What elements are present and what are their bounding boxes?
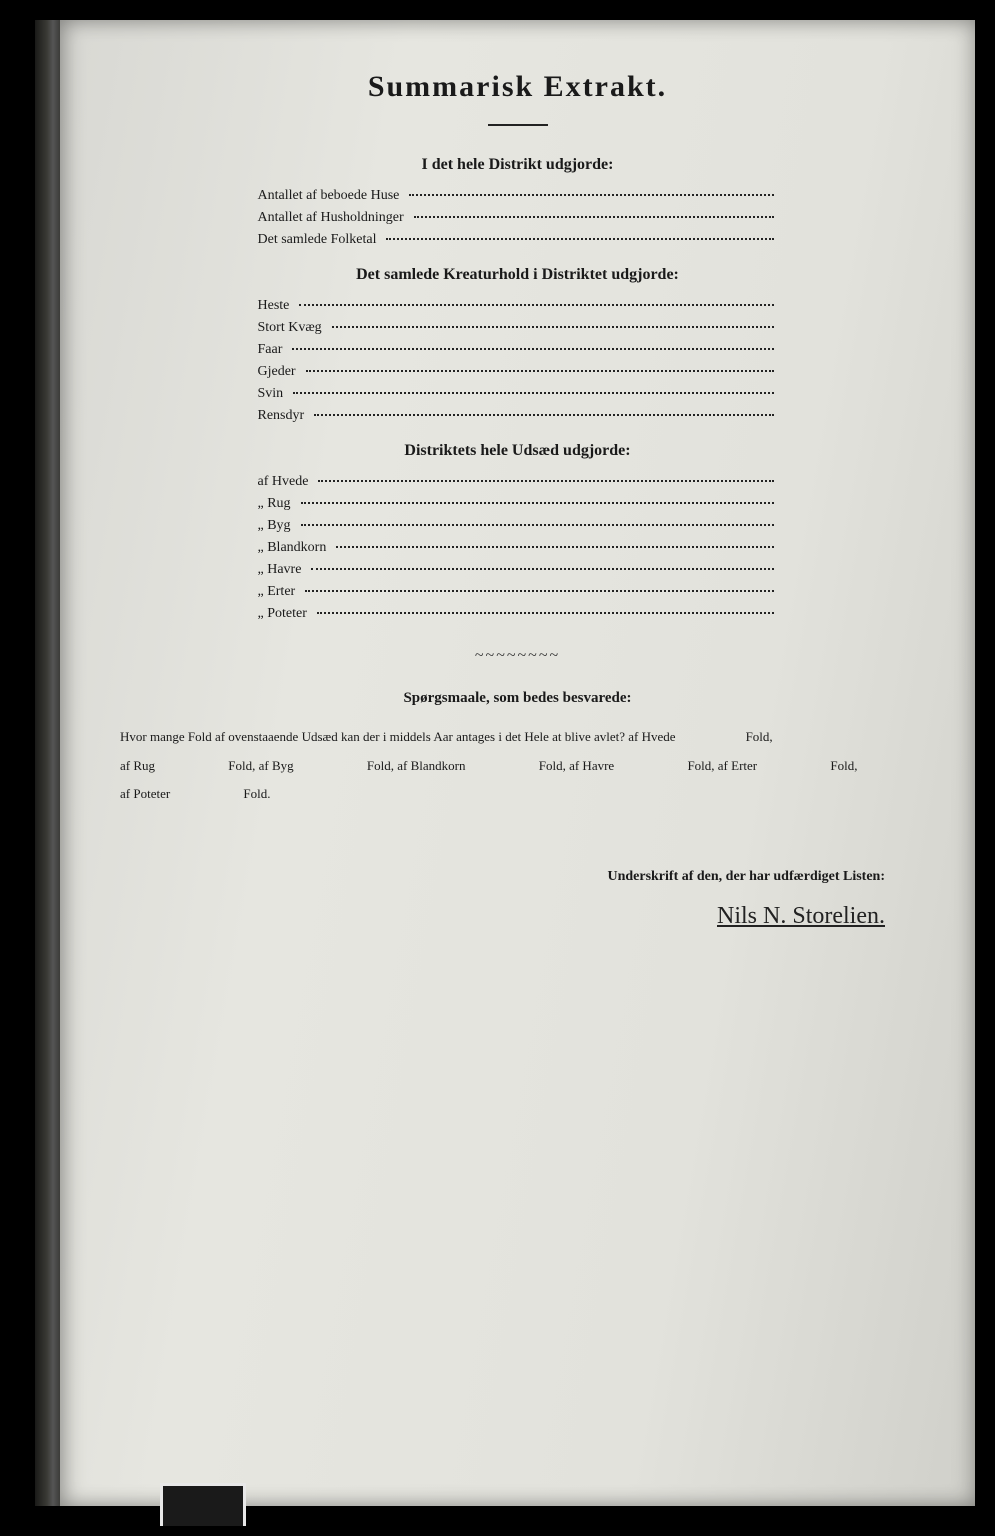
q-text: Fold,: [746, 729, 773, 744]
form-row: Antallet af beboede Huse: [258, 188, 778, 204]
q-text: Fold, af Havre: [539, 758, 614, 773]
row-label: „ Rug: [258, 496, 297, 512]
q-text: Fold, af Blandkorn: [367, 758, 466, 773]
row-label: Faar: [258, 342, 289, 358]
dot-leader: [318, 480, 773, 482]
section3-block: af Hvede „ Rug „ Byg „ Blandkorn „ Havre…: [258, 474, 778, 622]
form-row: Faar: [258, 342, 778, 358]
row-label: Antallet af beboede Huse: [258, 188, 406, 204]
row-label: Svin: [258, 386, 290, 402]
dot-leader: [314, 414, 773, 416]
dot-leader: [301, 502, 774, 504]
form-row: „ Blandkorn: [258, 540, 778, 556]
dot-leader: [386, 238, 773, 240]
form-row: Svin: [258, 386, 778, 402]
dot-leader: [409, 194, 773, 196]
dot-leader: [292, 348, 773, 350]
dot-leader: [336, 546, 773, 548]
q-text: af Rug: [120, 758, 155, 773]
q-text: Fold,: [830, 758, 857, 773]
q-text: Fold, af Erter: [687, 758, 757, 773]
form-row: „ Rug: [258, 496, 778, 512]
row-label: „ Poteter: [258, 606, 313, 622]
document-page: Summarisk Extrakt. I det hele Distrikt u…: [60, 20, 975, 1506]
dot-leader: [299, 304, 773, 306]
form-row: „ Poteter: [258, 606, 778, 622]
row-label: Heste: [258, 298, 296, 314]
form-row: Heste: [258, 298, 778, 314]
q-text: af Poteter: [120, 786, 170, 801]
q-text: Hvor mange Fold af ovenstaaende Udsæd ka…: [120, 729, 676, 744]
form-row: Rensdyr: [258, 408, 778, 424]
form-row: „ Byg: [258, 518, 778, 534]
form-row: af Hvede: [258, 474, 778, 490]
row-label: Stort Kvæg: [258, 320, 328, 336]
section2-block: Heste Stort Kvæg Faar Gjeder Svin Rensdy…: [258, 298, 778, 424]
page-clip: [160, 1483, 246, 1526]
section3-heading: Distriktets hele Udsæd udgjorde:: [110, 442, 925, 460]
dot-leader: [306, 370, 774, 372]
form-row: Det samlede Folketal: [258, 232, 778, 248]
questions-heading: Spørgsmaale, som bedes besvarede:: [110, 690, 925, 707]
signature-label: Underskrift af den, der har udfærdiget L…: [110, 869, 885, 885]
dot-leader: [301, 524, 774, 526]
section2-heading: Det samlede Kreaturhold i Distriktet udg…: [110, 266, 925, 284]
section1-heading: I det hele Distrikt udgjorde:: [110, 156, 925, 174]
row-label: Gjeder: [258, 364, 302, 380]
dot-leader: [317, 612, 774, 614]
row-label: Antallet af Husholdninger: [258, 210, 410, 226]
signature-name: Nils N. Storelien.: [110, 903, 885, 930]
wavy-divider: ~~~~~~~~: [458, 647, 578, 665]
dot-leader: [414, 216, 774, 218]
row-label: „ Havre: [258, 562, 308, 578]
page-title: Summarisk Extrakt.: [110, 70, 925, 104]
dot-leader: [293, 392, 773, 394]
q-text: Fold, af Byg: [228, 758, 293, 773]
title-rule: [488, 124, 548, 126]
questions-section: Spørgsmaale, som bedes besvarede: Hvor m…: [110, 690, 925, 809]
form-row: Antallet af Husholdninger: [258, 210, 778, 226]
questions-body: Hvor mange Fold af ovenstaaende Udsæd ka…: [110, 723, 925, 809]
row-label: Det samlede Folketal: [258, 232, 383, 248]
form-row: Gjeder: [258, 364, 778, 380]
dot-leader: [305, 590, 773, 592]
row-label: af Hvede: [258, 474, 315, 490]
signature-block: Underskrift af den, der har udfærdiget L…: [110, 869, 925, 930]
form-row: „ Havre: [258, 562, 778, 578]
row-label: „ Erter: [258, 584, 302, 600]
row-label: „ Byg: [258, 518, 297, 534]
row-label: Rensdyr: [258, 408, 311, 424]
form-row: „ Erter: [258, 584, 778, 600]
row-label: „ Blandkorn: [258, 540, 333, 556]
dot-leader: [311, 568, 773, 570]
q-text: Fold.: [243, 786, 270, 801]
dot-leader: [332, 326, 774, 328]
section1-block: Antallet af beboede Huse Antallet af Hus…: [258, 188, 778, 248]
form-row: Stort Kvæg: [258, 320, 778, 336]
